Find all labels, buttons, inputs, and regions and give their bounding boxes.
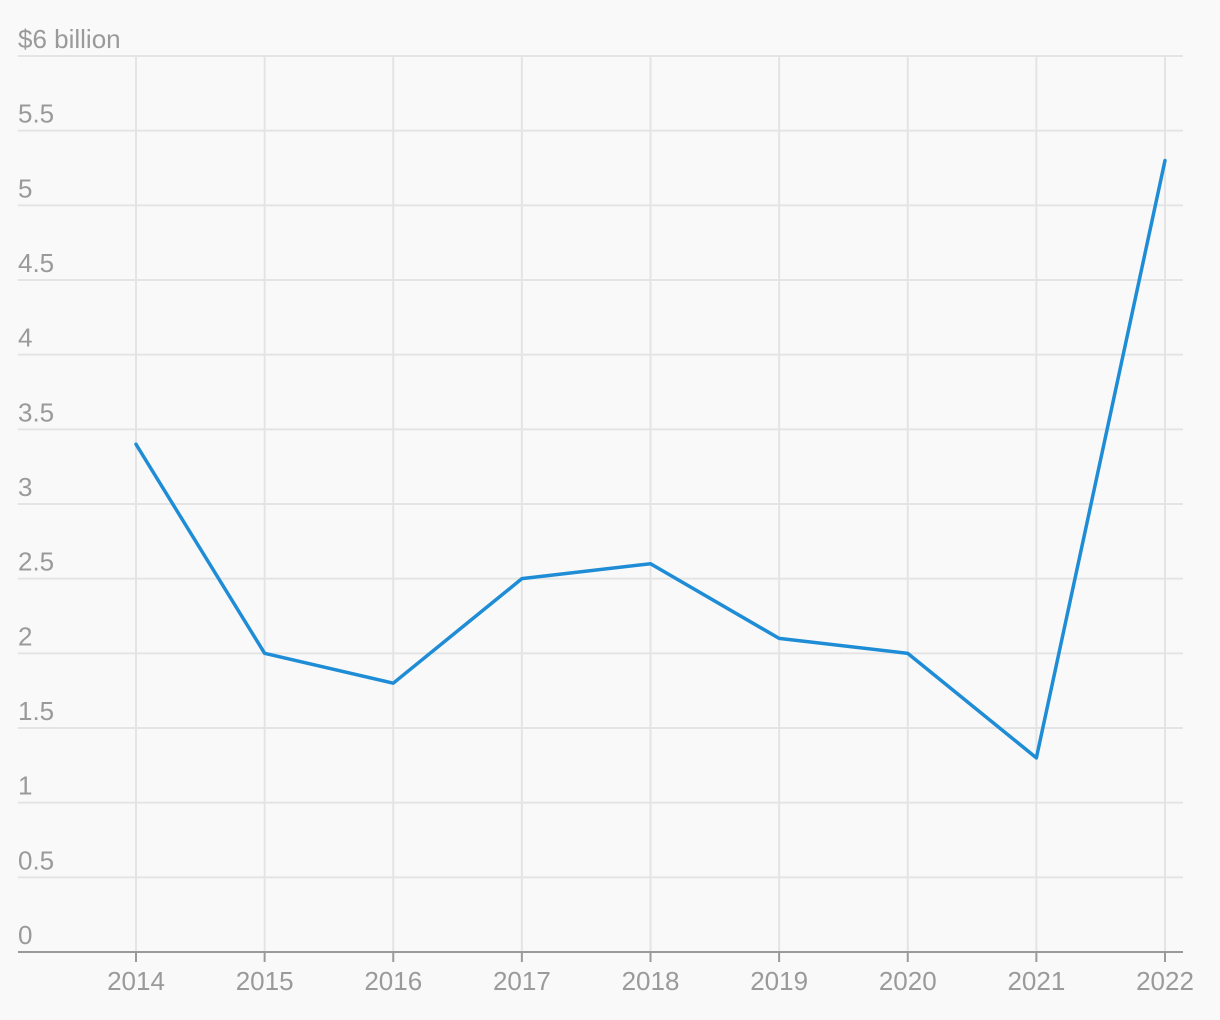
y-tick-label: 0 <box>18 920 32 950</box>
series <box>134 158 1167 760</box>
y-tick-label: 2 <box>18 621 32 651</box>
grid <box>18 55 1183 962</box>
y-tick-label: 1 <box>18 771 32 801</box>
y-axis-ticks: 0 0.5 1 1.5 2 2.5 3 3.5 4 4.5 5 5.5 $6 billion <box>18 24 121 950</box>
y-tick-label: 3 <box>18 472 32 502</box>
x-tick-label: 2014 <box>107 966 165 996</box>
y-tick-label: 5 <box>18 173 32 203</box>
x-axis-ticks: 2014 2015 2016 2017 2018 2019 2020 2021 2022 <box>107 966 1194 996</box>
y-tick-label: 3.5 <box>18 397 54 427</box>
y-tick-label: 2.5 <box>18 547 54 577</box>
x-tick-label: 2022 <box>1136 966 1194 996</box>
x-tick-label: 2019 <box>750 966 808 996</box>
x-tick-label: 2020 <box>879 966 937 996</box>
y-tick-label: 4 <box>18 323 32 353</box>
x-tick-label: 2021 <box>1007 966 1065 996</box>
x-tick-label: 2016 <box>364 966 422 996</box>
y-tick-label: 1.5 <box>18 696 54 726</box>
y-tick-label: $6 billion <box>18 24 121 54</box>
x-tick-label: 2018 <box>622 966 680 996</box>
y-tick-label: 5.5 <box>18 99 54 129</box>
y-tick-label: 0.5 <box>18 845 54 875</box>
y-tick-label: 4.5 <box>18 248 54 278</box>
x-tick-label: 2017 <box>493 966 551 996</box>
x-tick-label: 2015 <box>236 966 294 996</box>
